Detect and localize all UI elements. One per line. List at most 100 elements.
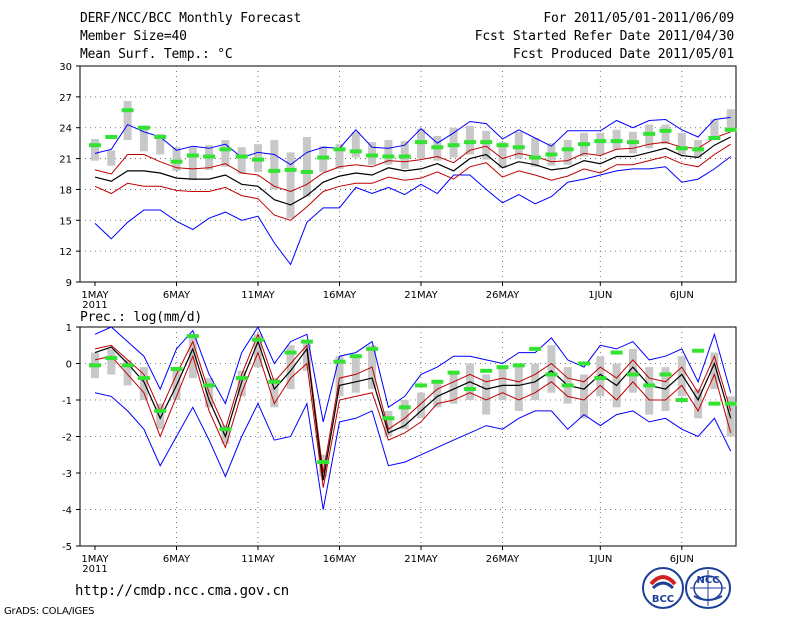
ensemble-box bbox=[107, 348, 116, 375]
inner-lower-line bbox=[94, 143, 731, 221]
inner-upper-line bbox=[94, 131, 731, 193]
y-tick-label: -2 bbox=[62, 433, 72, 444]
ensemble-box bbox=[677, 132, 686, 155]
outer-lower-line bbox=[94, 156, 732, 266]
ensemble-box bbox=[335, 356, 344, 397]
observed-marker bbox=[284, 350, 297, 355]
observed-marker bbox=[203, 154, 216, 159]
ensemble-box bbox=[221, 140, 230, 167]
observed-marker bbox=[89, 143, 101, 148]
ensemble-box bbox=[677, 356, 686, 397]
produced-date: Fcst Produced Date 2011/05/01 bbox=[512, 47, 734, 62]
x-tick-label: 16MAY bbox=[323, 290, 357, 301]
member-size: Member Size=40 bbox=[80, 29, 187, 44]
observed-marker bbox=[382, 416, 395, 421]
observed-marker bbox=[431, 145, 444, 150]
observed-marker bbox=[594, 376, 607, 381]
observed-marker bbox=[431, 379, 444, 384]
observed-marker bbox=[545, 372, 558, 377]
observed-marker bbox=[137, 125, 150, 130]
ensemble-box bbox=[628, 348, 637, 393]
observed-marker bbox=[675, 398, 688, 402]
observed-marker bbox=[610, 350, 623, 355]
ensemble-box bbox=[531, 138, 540, 167]
ensemble-box bbox=[123, 359, 132, 386]
observed-marker bbox=[415, 383, 427, 388]
observed-marker bbox=[708, 136, 721, 140]
observed-marker bbox=[529, 346, 542, 351]
ensemble-box bbox=[498, 367, 507, 400]
ensemble-box bbox=[482, 130, 491, 160]
ensemble-box bbox=[449, 127, 458, 158]
ensemble-box bbox=[91, 139, 99, 161]
observed-marker bbox=[692, 147, 705, 152]
ensemble-box bbox=[417, 392, 425, 419]
ncc-logo: NCC bbox=[684, 566, 732, 610]
ensemble-box bbox=[661, 124, 670, 145]
y-tick-label: -5 bbox=[62, 542, 72, 553]
y-tick-label: 30 bbox=[59, 62, 72, 73]
y-tick-label: 21 bbox=[59, 155, 72, 166]
variable-label: Mean Surf. Temp.: °C bbox=[80, 47, 233, 62]
ensemble-box bbox=[123, 100, 132, 141]
ensemble-box bbox=[319, 454, 328, 477]
plot-frame bbox=[79, 65, 737, 283]
x-year-label: 2011 bbox=[82, 564, 107, 575]
ensemble-box bbox=[351, 131, 360, 158]
observed-marker bbox=[708, 401, 721, 406]
plot-frame bbox=[79, 326, 737, 547]
observed-marker bbox=[512, 145, 525, 150]
observed-marker bbox=[333, 147, 346, 152]
ensemble-box bbox=[596, 132, 605, 155]
x-tick-label: 21MAY bbox=[404, 554, 438, 565]
ncc-logo-text: NCC bbox=[696, 575, 719, 586]
observed-marker bbox=[105, 134, 118, 139]
observed-marker bbox=[463, 387, 476, 392]
observed-marker bbox=[300, 169, 313, 174]
observed-marker bbox=[496, 365, 509, 370]
y-tick-label: -1 bbox=[62, 396, 72, 407]
ensemble-box bbox=[335, 144, 344, 169]
observed-marker bbox=[366, 346, 379, 351]
inner-lower-line bbox=[94, 351, 732, 488]
observed-marker bbox=[578, 361, 590, 366]
observed-marker bbox=[186, 334, 199, 339]
ensemble-box bbox=[139, 125, 148, 152]
y-tick-label: 0 bbox=[66, 360, 72, 371]
ensemble-box bbox=[563, 140, 572, 165]
observed-marker bbox=[252, 157, 264, 162]
y-tick-label: 9 bbox=[66, 278, 72, 289]
ensemble-box bbox=[107, 150, 116, 166]
observed-marker bbox=[447, 370, 460, 375]
x-tick-label: 6JUN bbox=[670, 554, 694, 565]
observed-marker bbox=[203, 383, 216, 388]
observed-marker bbox=[398, 405, 411, 410]
observed-marker bbox=[675, 146, 688, 151]
source-url[interactable]: http://cmdp.ncc.cma.gov.cn bbox=[75, 583, 289, 599]
outer-upper-line bbox=[94, 325, 732, 423]
x-tick-label: 26MAY bbox=[486, 554, 520, 565]
observed-marker bbox=[317, 460, 330, 465]
ensemble-box bbox=[433, 381, 442, 408]
x-tick-label: 1JUN bbox=[588, 554, 612, 565]
observed-marker bbox=[594, 139, 607, 144]
x-tick-label: 16MAY bbox=[323, 554, 357, 565]
x-tick-label: 6MAY bbox=[163, 290, 191, 301]
observed-marker bbox=[349, 149, 362, 154]
ensemble-box bbox=[482, 374, 491, 415]
ensemble-box bbox=[694, 389, 703, 419]
ensemble-box bbox=[498, 142, 507, 168]
ensemble-box bbox=[172, 367, 181, 400]
grads-credit: GrADS: COLA/IGES bbox=[4, 606, 95, 617]
observed-marker bbox=[170, 366, 183, 371]
observed-marker bbox=[252, 337, 264, 342]
observed-marker bbox=[268, 168, 281, 173]
observed-marker bbox=[219, 427, 232, 432]
observed-marker bbox=[724, 401, 737, 406]
ensemble-box bbox=[547, 345, 556, 393]
y-tick-label: 12 bbox=[59, 247, 72, 258]
observed-marker bbox=[463, 140, 476, 145]
ensemble-box bbox=[580, 374, 588, 419]
